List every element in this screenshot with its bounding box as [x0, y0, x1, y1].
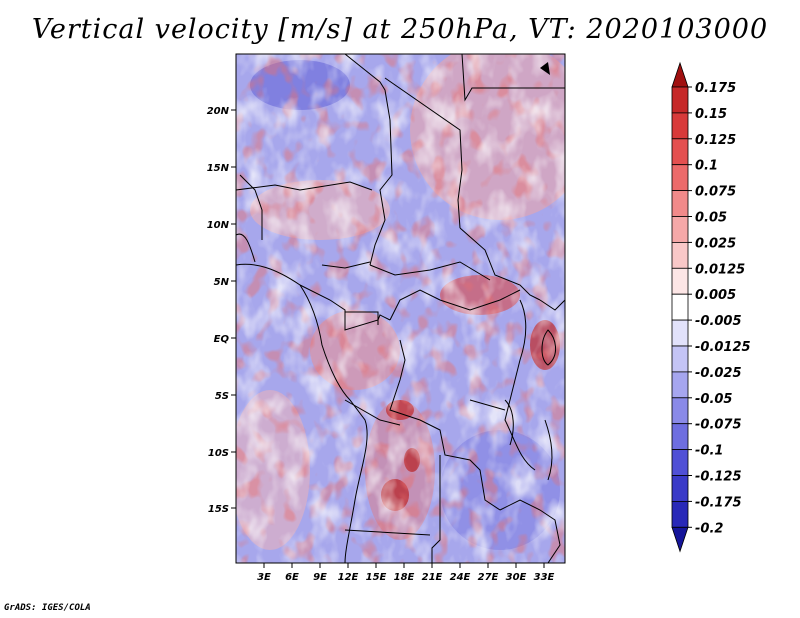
colorbar-label: 0.0125: [695, 262, 745, 277]
lon-label-27e: 27E: [478, 572, 499, 583]
lat-label-10s: 10S: [208, 448, 229, 459]
lon-label-21e: 21E: [422, 572, 443, 583]
colorbar-segment: [671, 190, 689, 217]
colorbar-segment: [671, 371, 689, 399]
lon-label-18e: 18E: [394, 572, 415, 583]
colorbar-label: -0.075: [695, 418, 742, 433]
chart-title: Vertical velocity [m/s] at 250hPa, VT: 2…: [31, 14, 769, 45]
map-frame: [235, 53, 566, 564]
colorbar-segment: [671, 500, 689, 528]
colorbar-segment: [671, 293, 689, 321]
colorbar-segment: [671, 449, 689, 476]
colorbar-label: 0.075: [695, 185, 736, 200]
colorbar-label: -0.05: [695, 392, 732, 407]
lat-label-5n: 5N: [214, 277, 230, 288]
colorbar-segment: [671, 138, 689, 166]
colorbar-label: 0.05: [695, 211, 727, 226]
lat-label-5s: 5S: [215, 391, 229, 402]
colorbar-segment: [671, 397, 689, 425]
lat-axis: 20N 15N 10N 5N EQ 5S 10S 15S: [207, 106, 236, 515]
colorbar-label: 0.15: [695, 107, 727, 122]
lon-label-9e: 9E: [313, 572, 327, 583]
lat-label-20n: 20N: [207, 106, 230, 117]
lon-label-30e: 30E: [506, 572, 527, 583]
colorbar-segment: [671, 267, 689, 295]
colorbar-label: -0.175: [695, 495, 742, 510]
lon-label-24e: 24E: [450, 572, 471, 583]
lon-label-6e: 6E: [285, 572, 299, 583]
colorbar-label: -0.005: [695, 314, 742, 329]
colorbar-label: 0.175: [695, 81, 736, 96]
lon-axis: 3E 6E 9E 12E 15E 18E 21E 24E 27E 30E 33E: [257, 563, 555, 583]
lat-label-15s: 15S: [208, 504, 229, 515]
colorbar-label: -0.2: [695, 521, 723, 536]
colorbar-segment: [671, 164, 689, 191]
colorbar-label: 0.125: [695, 133, 736, 148]
lon-label-33e: 33E: [534, 572, 555, 583]
colorbar-segment: [671, 345, 689, 373]
colorbar-label: 0.025: [695, 236, 736, 251]
colorbar-segment: [671, 423, 689, 451]
colorbar-segment: [671, 112, 689, 140]
colorbar-label: -0.125: [695, 470, 742, 485]
colorbar-label: -0.1: [695, 444, 723, 459]
colorbar-label: 0.005: [695, 288, 736, 303]
colorbar-label: -0.0125: [695, 340, 751, 355]
lat-label-10n: 10N: [207, 220, 230, 231]
colorbar-label: 0.1: [695, 159, 718, 174]
colorbar-segment: [671, 475, 689, 502]
colorbar-segment: [671, 241, 689, 269]
colorbar-segment: [671, 216, 689, 243]
lat-label-eq: EQ: [214, 334, 230, 345]
velocity-field: [236, 54, 565, 563]
colorbar-top-arrow: [671, 61, 689, 88]
lon-label-12e: 12E: [338, 572, 359, 583]
colorbar-segment: [671, 86, 689, 114]
colorbar-bottom-arrow: [671, 526, 689, 553]
lon-label-3e: 3E: [257, 572, 271, 583]
colorbar: 0.175 0.15 0.125 0.1 0.075 0.05 0.025 0.0125 0.0…: [671, 61, 751, 553]
lon-label-15e: 15E: [366, 572, 387, 583]
colorbar-label: -0.025: [695, 366, 742, 381]
colorbar-segment: [671, 319, 689, 347]
grads-credit: GrADS: IGES/COLA: [4, 603, 91, 613]
lat-label-15n: 15N: [207, 163, 230, 174]
